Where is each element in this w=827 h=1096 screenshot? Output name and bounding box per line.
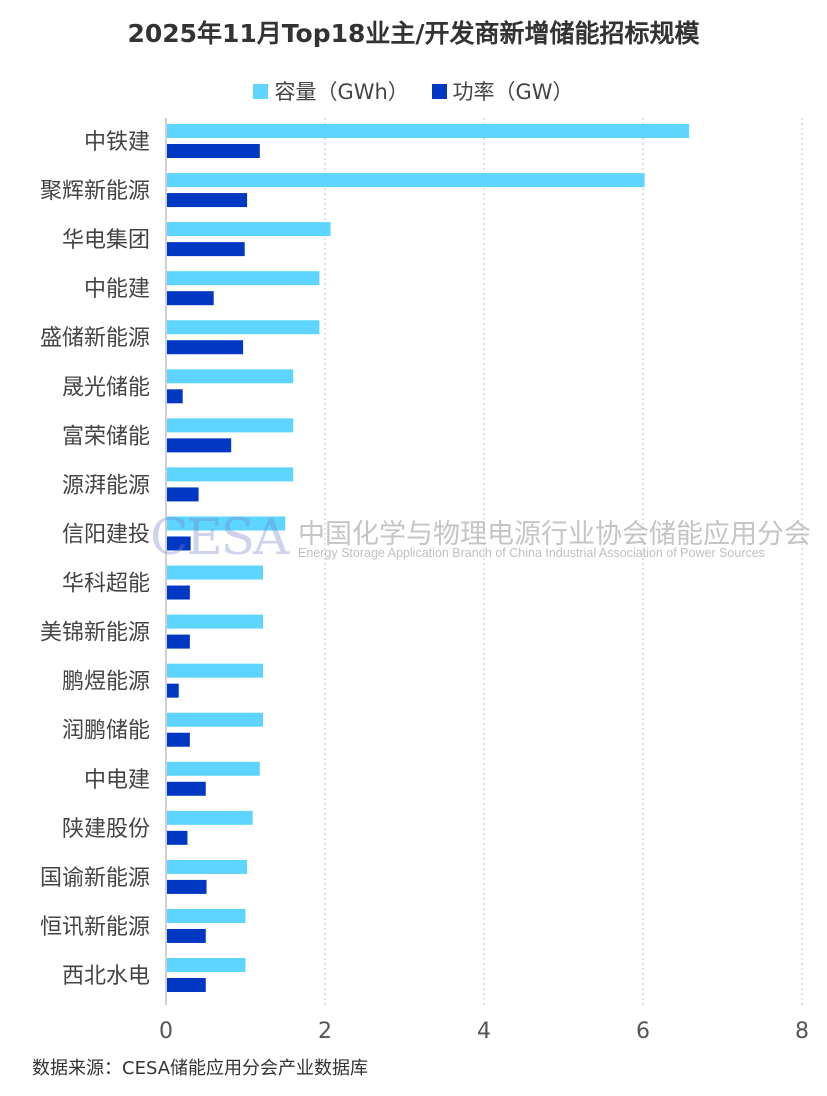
category-label: 盛储新能源 [40,326,150,351]
bar-power [167,487,199,502]
bar-capacity [167,124,690,138]
bar-power [167,144,260,158]
category-label: 中铁建 [84,130,150,155]
category-label: 中电建 [84,768,150,793]
category-label: 鹏煜能源 [62,670,150,695]
bar-power [167,389,183,404]
legend-item-capacity: 容量（GWh） [253,76,409,106]
bar-capacity [167,908,246,923]
category-label: 国谕新能源 [40,866,150,891]
bar-power [167,683,179,698]
bar-capacity [167,614,263,629]
watermark-en: Energy Storage Application Branch of Chi… [298,546,765,560]
category-label: 华科超能 [62,572,150,597]
bar-power [167,928,206,943]
bar-capacity [167,958,246,973]
bar-power [167,536,191,551]
category-label: 源湃能源 [62,473,150,498]
bar-power [167,830,188,845]
category-label: 中能建 [84,277,150,302]
bar-power [167,978,206,993]
legend-label: 容量（GWh） [274,80,409,104]
category-label: 华电集团 [62,228,150,253]
bar-capacity [167,320,320,335]
bar-power [167,781,206,796]
bar-capacity [167,516,286,531]
category-label: 恒讯新能源 [40,915,150,940]
bar-power [167,340,244,355]
legend-label: 功率（GW） [452,80,574,104]
x-tick-label: 0 [159,1019,173,1044]
x-tick-label: 8 [795,1019,809,1044]
category-label: 陕建股份 [62,817,150,842]
bar-capacity [167,810,253,825]
bar-power [167,585,190,600]
watermark-cn: 中国化学与物理电源行业协会储能应用分会 [298,519,811,550]
legend-swatch [431,83,447,99]
bar-capacity [167,418,294,433]
category-label: 润鹏储能 [62,719,150,744]
bar-power [167,193,248,208]
bar-power [167,242,245,257]
legend-swatch [253,83,269,99]
category-label: 聚辉新能源 [40,179,150,204]
bar-capacity [167,565,263,580]
category-label: 晟光储能 [62,375,150,400]
category-label: 信阳建投 [62,522,150,547]
chart-title: 2025年11月Top18业主/开发商新增储能招标规模 [127,19,700,48]
bar-capacity [167,663,263,678]
bar-capacity [167,173,645,188]
bar-capacity [167,467,294,482]
category-label: 美锦新能源 [40,621,150,646]
source-note: 数据来源：CESA储能应用分会产业数据库 [32,1058,369,1079]
bar-capacity [167,271,320,286]
bar-capacity [167,712,263,727]
bar-power [167,732,190,747]
watermark-logo: CESA [150,508,289,566]
bar-capacity [167,222,331,237]
bar-power [167,438,232,453]
x-tick-label: 2 [318,1019,332,1044]
bar-power [167,879,207,894]
x-tick-label: 6 [636,1019,650,1044]
legend: 容量（GWh） 功率（GW） [0,76,827,106]
bar-capacity [167,859,248,874]
bar-power [167,634,190,649]
legend-item-power: 功率（GW） [431,76,574,106]
bar-power [167,291,214,306]
category-label: 西北水电 [62,964,150,989]
category-label: 富荣储能 [62,424,150,449]
bar-capacity [167,761,260,776]
x-tick-label: 4 [477,1019,491,1044]
bar-capacity [167,369,294,384]
